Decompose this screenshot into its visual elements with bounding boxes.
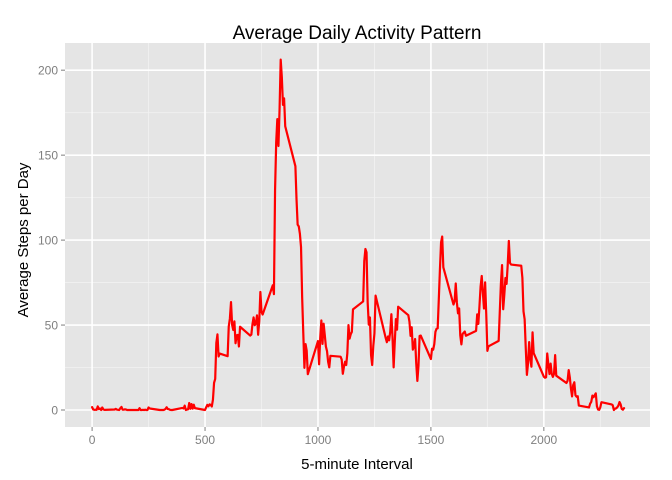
series-line-0 — [91, 58, 626, 412]
y-axis-ticks: 0 50 100 150 200 — [38, 64, 65, 418]
x-tick-label: 500 — [195, 433, 215, 447]
x-axis-ticks: 0 500 1000 1500 2000 — [89, 427, 558, 447]
y-tick-label: 150 — [38, 149, 58, 163]
x-tick-label: 2000 — [530, 433, 557, 447]
minor-gridlines — [65, 43, 650, 427]
major-gridlines — [65, 43, 650, 427]
y-tick-label: 100 — [38, 234, 58, 248]
y-tick-label: 50 — [45, 319, 59, 333]
series-layer — [91, 58, 626, 412]
x-tick-label: 1000 — [305, 433, 332, 447]
plot-panel — [65, 43, 650, 427]
y-tick-label: 0 — [51, 404, 58, 418]
x-tick-label: 1500 — [418, 433, 445, 447]
x-tick-label: 0 — [89, 433, 96, 447]
chart-title: Average Daily Activity Pattern — [233, 23, 482, 44]
x-axis-label: 5-minute Interval — [301, 456, 413, 473]
y-tick-label: 200 — [38, 64, 58, 78]
y-axis-label: Average Steps per Day — [15, 162, 32, 317]
